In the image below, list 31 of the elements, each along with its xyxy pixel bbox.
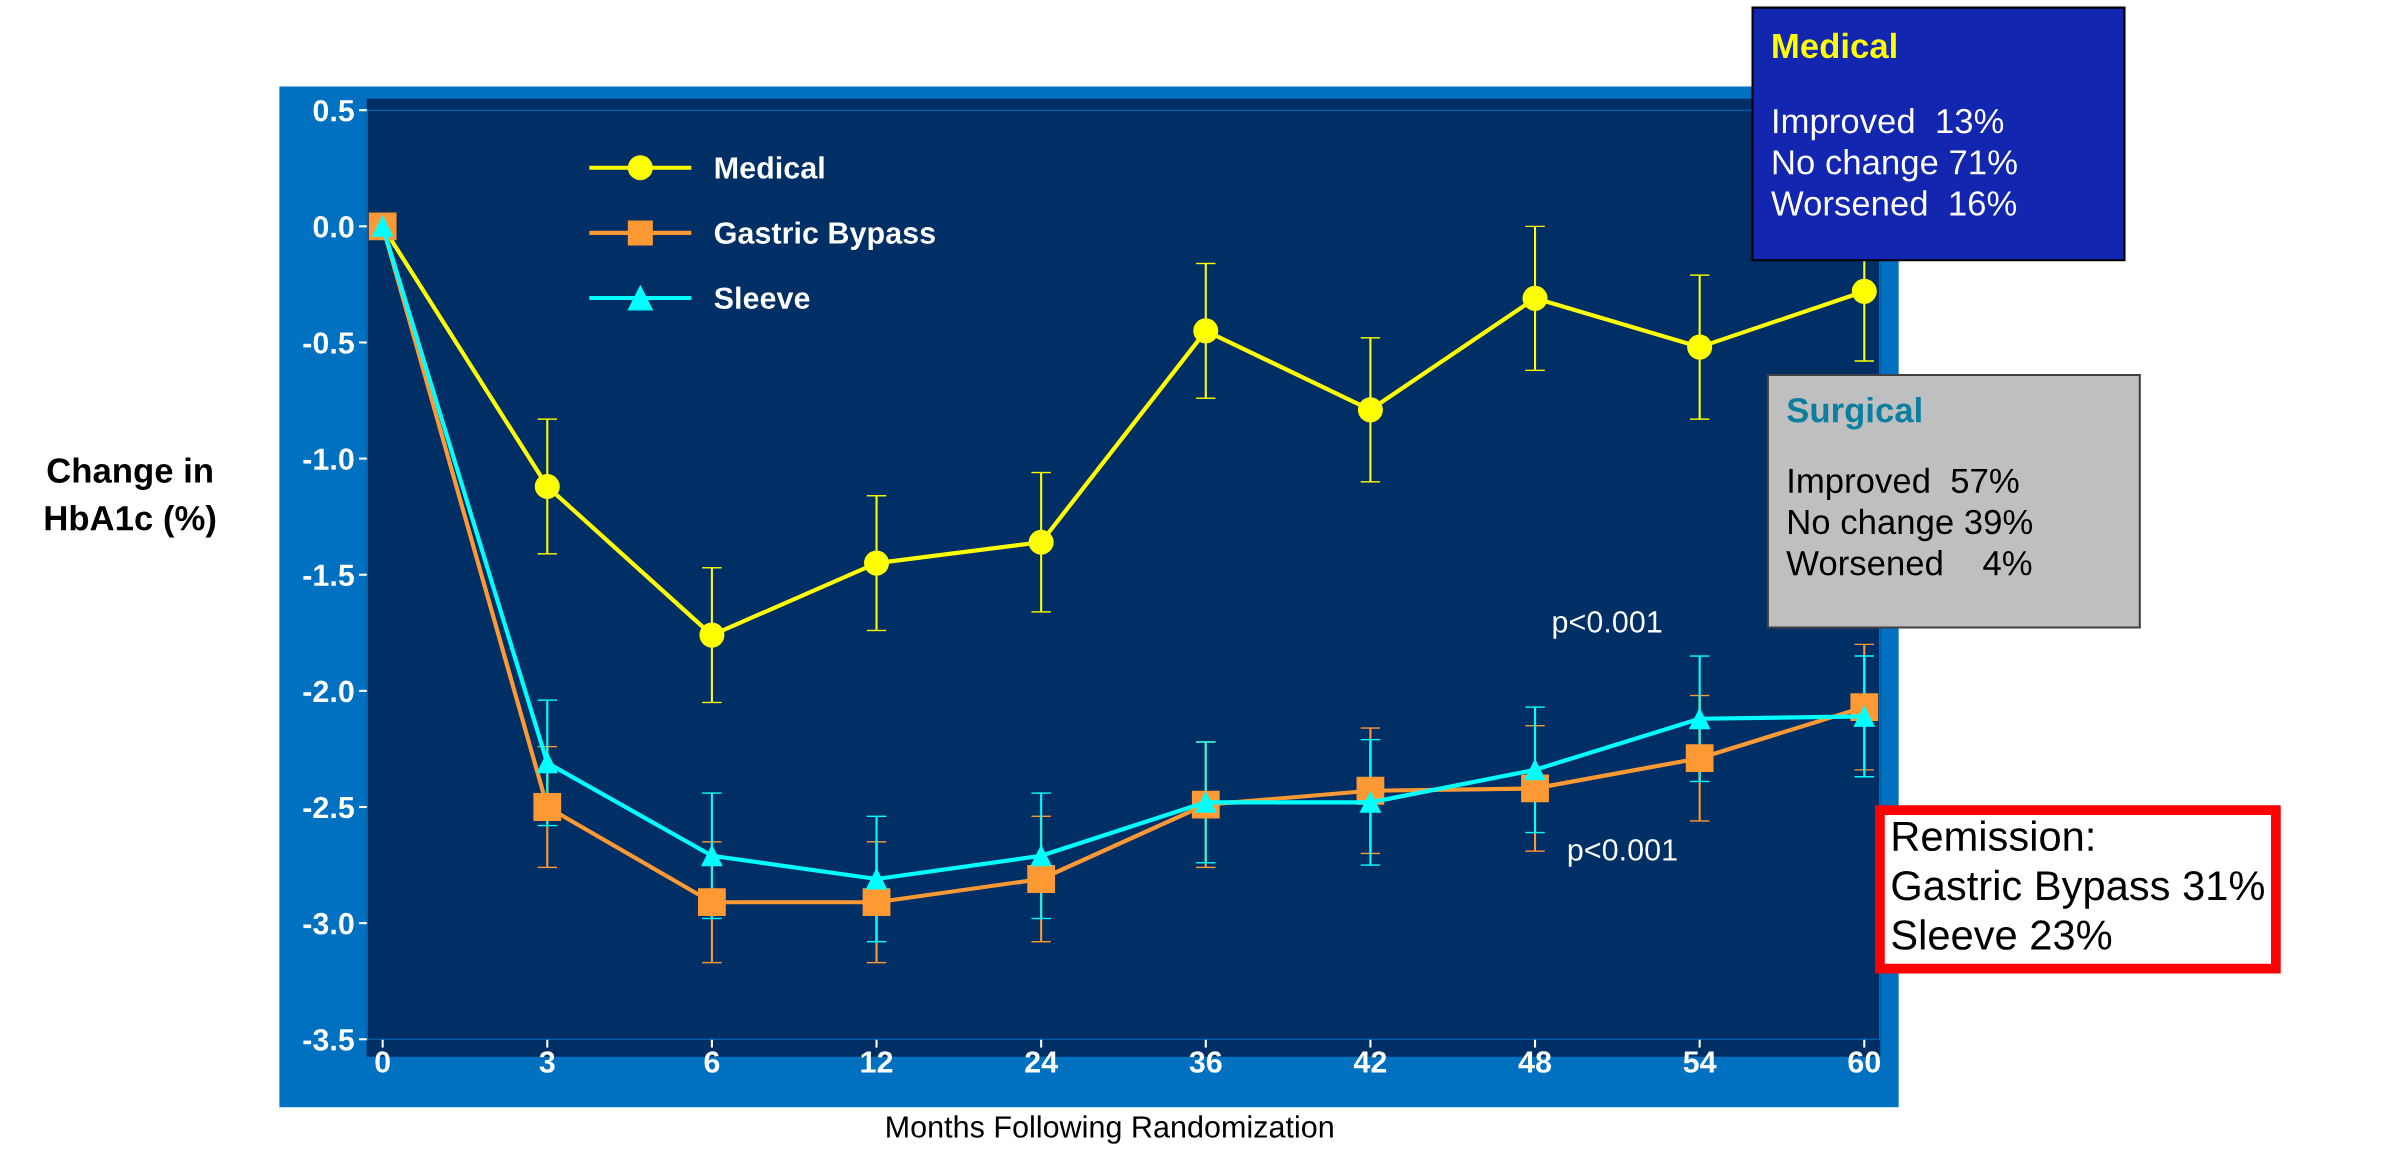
y-tick-label: -0.5 <box>303 332 354 354</box>
y-tick-label: 0.0 <box>313 216 354 238</box>
annotation: p<0.001 <box>1553 611 1662 639</box>
x-axis-title: Months Following Randomization <box>887 1115 1333 1144</box>
text: Remission: Gastric Bypass 31% Sleeve 23% <box>1892 820 2264 950</box>
y-tick-label: -1.5 <box>303 564 354 587</box>
x-tick-label: 48 <box>1518 1051 1552 1073</box>
y-tick-label: 0.5 <box>313 99 354 122</box>
legend-label: Gastric Bypass <box>714 221 935 250</box>
x-tick-label: 54 <box>1683 1051 1717 1073</box>
x-tick-label: 36 <box>1189 1051 1222 1073</box>
annotation: Surgical <box>1787 397 1921 430</box>
text: Medical <box>1773 32 1896 59</box>
annotation: p<0.001 <box>1568 839 1677 867</box>
y-tick-label: -1.0 <box>303 448 354 470</box>
legend-label: Medical <box>715 156 824 179</box>
y-axis-title: Change in HbA1c (%) <box>45 457 216 538</box>
y-tick-label: -2.0 <box>303 680 354 703</box>
x-tick-label: 60 <box>1848 1051 1881 1073</box>
x-tick-label: 42 <box>1353 1051 1387 1073</box>
annotation: Improved 57% No change 39% Worsened 4% <box>1786 467 2033 576</box>
x-tick-label: 6 <box>704 1051 720 1073</box>
x-tick-label: 3 <box>539 1051 555 1073</box>
x-tick-label: 12 <box>861 1051 893 1073</box>
y-tick-label: -3.0 <box>303 912 354 935</box>
y-tick-label: -2.5 <box>303 796 354 819</box>
x-tick-label: 0 <box>375 1051 390 1073</box>
legend-label: Sleeve <box>714 286 810 310</box>
y-tick-label: -3.5 <box>303 1029 354 1051</box>
x-tick-label: 24 <box>1025 1051 1058 1073</box>
annotation: Improved 13% No change 71% Worsened 16% <box>1771 107 2017 216</box>
